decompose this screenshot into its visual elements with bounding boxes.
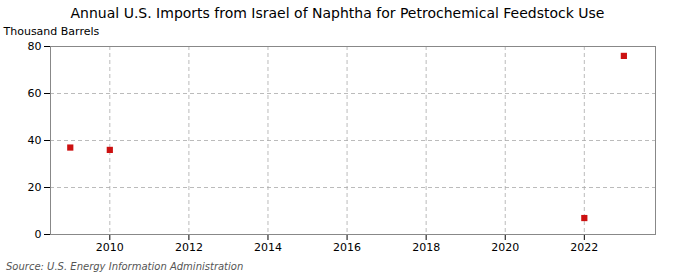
svg-text:2014: 2014: [254, 241, 282, 254]
svg-text:2012: 2012: [175, 241, 203, 254]
svg-text:60: 60: [28, 87, 42, 100]
svg-text:40: 40: [28, 134, 42, 147]
svg-text:2010: 2010: [96, 241, 124, 254]
svg-text:2016: 2016: [333, 241, 361, 254]
svg-text:Thousand Barrels: Thousand Barrels: [3, 25, 100, 38]
svg-text:0: 0: [35, 228, 42, 241]
svg-text:2018: 2018: [412, 241, 440, 254]
html-text:Source: U.S. Energy Informatio: Source: U.S. Energy Information Administ…: [6, 261, 244, 272]
svg-text:2022: 2022: [570, 241, 598, 254]
svg-text:20: 20: [28, 181, 42, 194]
svg-text:2020: 2020: [491, 241, 519, 254]
html-text:Annual U.S. Imports from Israe: Annual U.S. Imports from Israel of Napht…: [70, 5, 605, 21]
svg-text:80: 80: [28, 40, 42, 53]
